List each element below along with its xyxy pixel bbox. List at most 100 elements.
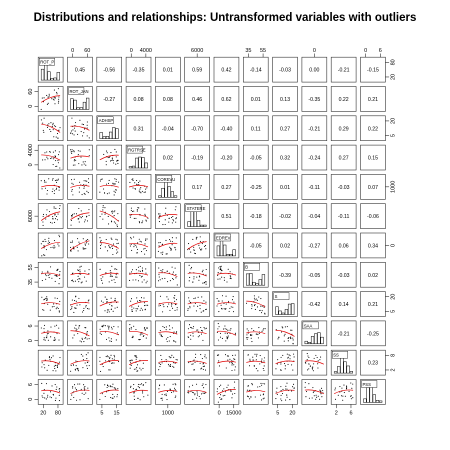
scatter-point [110, 386, 112, 388]
scatter-point [166, 296, 168, 298]
scatter-point [144, 208, 146, 210]
variable-label-box [97, 116, 114, 125]
scatter-point [57, 179, 59, 181]
scatter-point [255, 298, 257, 300]
scatter-point [136, 246, 138, 248]
correlation-value: 0.22 [339, 97, 349, 103]
scatter-point [88, 273, 90, 275]
scatter-point [176, 284, 178, 286]
scatter-point [135, 310, 137, 312]
scatter-point [115, 388, 117, 390]
scatter-point [52, 124, 54, 126]
scatter-point [292, 369, 294, 371]
scatter-point [203, 310, 205, 312]
panel-box [155, 144, 181, 171]
smoother-line [99, 242, 119, 249]
scatter-point [51, 190, 53, 193]
histogram-bar [161, 187, 165, 198]
scatter-point [86, 220, 89, 222]
scatter-point [86, 358, 88, 360]
scatter-point [221, 295, 224, 297]
scatter-point [227, 335, 229, 337]
scatter-point [106, 386, 108, 389]
scatter-point [250, 396, 252, 398]
scatter-point [77, 150, 79, 152]
scatter-point [287, 337, 289, 339]
scatter-point [142, 362, 144, 364]
scatter-point [40, 243, 42, 245]
scatter-point [290, 329, 292, 331]
scatter-point [141, 309, 144, 311]
scatter-point [249, 358, 251, 360]
panel-box [96, 56, 123, 83]
scatter-point [342, 395, 344, 397]
scatter-point [261, 310, 263, 312]
histogram-bar [314, 333, 318, 345]
scatter-point [311, 368, 314, 370]
scatter-point [86, 332, 88, 334]
correlation-value: -0.21 [338, 331, 350, 337]
scatter-point [288, 337, 290, 339]
scatter-point [199, 398, 201, 400]
scatter-point [257, 370, 259, 372]
panel-box [125, 379, 152, 405]
scatter-point [175, 237, 177, 239]
scatter-point [75, 213, 78, 215]
scatter-point [84, 161, 86, 163]
scatter-point [132, 336, 134, 338]
scatter-point [99, 356, 101, 358]
scatter-point [137, 370, 139, 372]
scatter-point [83, 163, 85, 165]
scatter-point [143, 191, 145, 193]
scatter-point [53, 303, 55, 305]
scatter-point [202, 368, 204, 370]
scatter-point [57, 213, 59, 215]
scatter-point [223, 302, 225, 304]
histogram-bar [167, 186, 171, 198]
scatter-point [85, 306, 87, 308]
scatter-point [137, 181, 140, 184]
scatter-point [41, 362, 43, 364]
scatter-point [224, 332, 226, 334]
histogram-bar [40, 68, 45, 81]
scatter-point [143, 279, 145, 281]
scatter-point [229, 275, 231, 277]
axis-tick-label: 6 [28, 383, 34, 386]
histogram-bar [281, 312, 285, 315]
scatter-point [293, 387, 295, 389]
scatter-point [83, 341, 85, 343]
scatter-point [346, 387, 348, 389]
scatter-point [350, 394, 352, 397]
scatter-point [70, 398, 72, 400]
scatter-point [168, 221, 170, 223]
scatter-point [73, 150, 75, 152]
scatter-point [108, 223, 110, 225]
scatter-point [83, 307, 85, 309]
scatter-point [192, 384, 194, 386]
scatter-point [159, 295, 162, 297]
scatter-point [117, 360, 120, 363]
correlation-value: 0.14 [339, 302, 349, 308]
scatter-point [76, 367, 78, 369]
correlation-value: 0.00 [309, 68, 319, 74]
histogram-bar [99, 132, 103, 139]
scatter-point [133, 395, 135, 397]
scatter-point [191, 363, 193, 365]
panel-box [155, 291, 181, 317]
correlation-value: -0.02 [279, 214, 291, 220]
scatter-point [133, 325, 135, 327]
scatter-point [83, 384, 85, 386]
scatter-point [115, 238, 117, 240]
smoother-line [187, 272, 207, 277]
scatter-point [101, 363, 103, 365]
scatter-point [286, 388, 288, 390]
variable-label: PSS [363, 382, 372, 387]
scatter-point [255, 368, 257, 370]
scatter-point [110, 220, 113, 222]
scatter-point [308, 356, 310, 359]
panel-box [272, 203, 298, 229]
scatter-point [45, 336, 47, 339]
scatter-point [188, 280, 190, 282]
scatter-point [48, 93, 50, 95]
scatter-point [284, 363, 286, 365]
